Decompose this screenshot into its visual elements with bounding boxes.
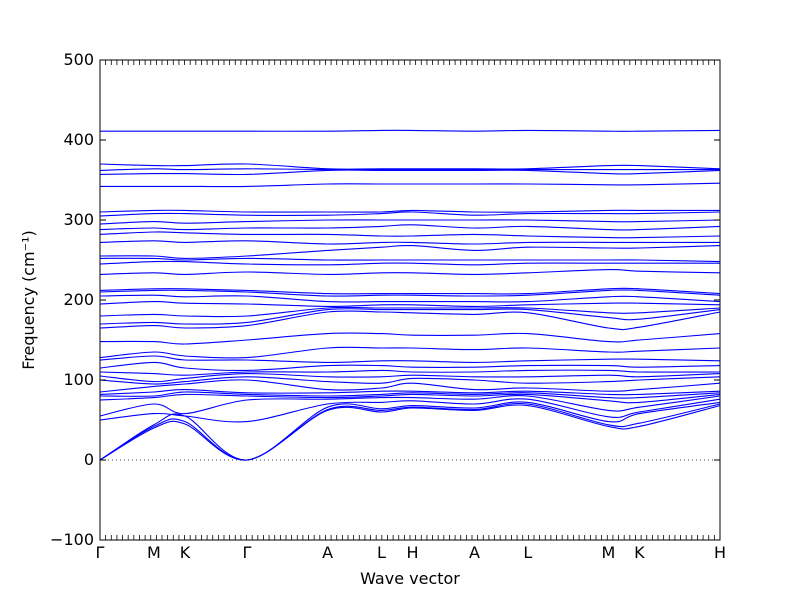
band-line-5	[99, 395, 721, 417]
x-tick-label: H	[714, 543, 726, 562]
x-tick-label: K	[180, 543, 191, 562]
band-line-4	[99, 398, 721, 423]
x-tick-label: L	[523, 543, 532, 562]
band-line-10	[99, 376, 721, 385]
x-tick-label: A	[469, 543, 480, 562]
band-line-34	[100, 182, 721, 188]
y-axis-label: Frequency (cm⁻¹)	[19, 230, 38, 369]
band-line-19	[99, 306, 721, 318]
band-line-8	[99, 389, 721, 396]
y-tick-label: −100	[50, 530, 94, 549]
y-tick-label: 100	[63, 370, 94, 389]
x-tick-label: M	[147, 543, 161, 562]
x-axis-label: Wave vector	[360, 569, 460, 588]
band-line-26	[99, 257, 721, 263]
x-tick-label: H	[406, 543, 418, 562]
y-tick-label: 400	[63, 130, 94, 149]
band-line-9	[99, 379, 721, 393]
y-axis: −100 0 100 200 300 400 500	[50, 50, 720, 549]
band-line-21	[99, 294, 721, 303]
band-lines	[99, 129, 721, 461]
y-tick-label: 0	[84, 450, 94, 469]
band-line-32	[99, 211, 721, 217]
band-line-14	[99, 355, 721, 363]
x-tick-label: M	[601, 543, 615, 562]
band-line-3	[99, 401, 721, 461]
y-tick-label: 300	[63, 210, 94, 229]
x-tick-label: L	[377, 543, 386, 562]
band-line-16	[99, 332, 721, 345]
band-line-1	[99, 404, 721, 461]
band-line-7	[99, 391, 721, 399]
band-line-29	[99, 231, 721, 239]
band-line-11	[99, 373, 721, 383]
band-line-27	[99, 244, 721, 259]
band-line-36	[99, 168, 720, 171]
x-tick-label: Γ	[242, 543, 251, 562]
band-line-33	[99, 209, 720, 213]
band-line-17	[99, 310, 721, 331]
band-line-2	[99, 402, 721, 461]
x-tick-label: A	[322, 543, 333, 562]
band-line-24	[99, 269, 721, 275]
band-line-15	[99, 346, 721, 359]
band-line-37	[99, 163, 721, 170]
band-line-38	[100, 129, 721, 132]
plot-frame	[99, 59, 721, 541]
band-line-13	[99, 361, 721, 372]
y-tick-label: 500	[63, 50, 94, 69]
band-line-12	[99, 369, 721, 376]
band-line-22	[99, 289, 721, 297]
band-line-6	[99, 393, 721, 404]
x-tick-label: K	[634, 543, 645, 562]
band-line-35	[99, 169, 721, 176]
band-line-31	[99, 219, 721, 225]
band-line-25	[99, 260, 720, 266]
x-tick-label: Γ	[96, 543, 105, 562]
band-line-28	[99, 240, 720, 245]
band-line-30	[99, 224, 721, 231]
band-line-23	[99, 287, 721, 295]
y-tick-label: 200	[63, 290, 94, 309]
band-line-18	[99, 308, 721, 325]
band-line-20	[99, 301, 721, 307]
